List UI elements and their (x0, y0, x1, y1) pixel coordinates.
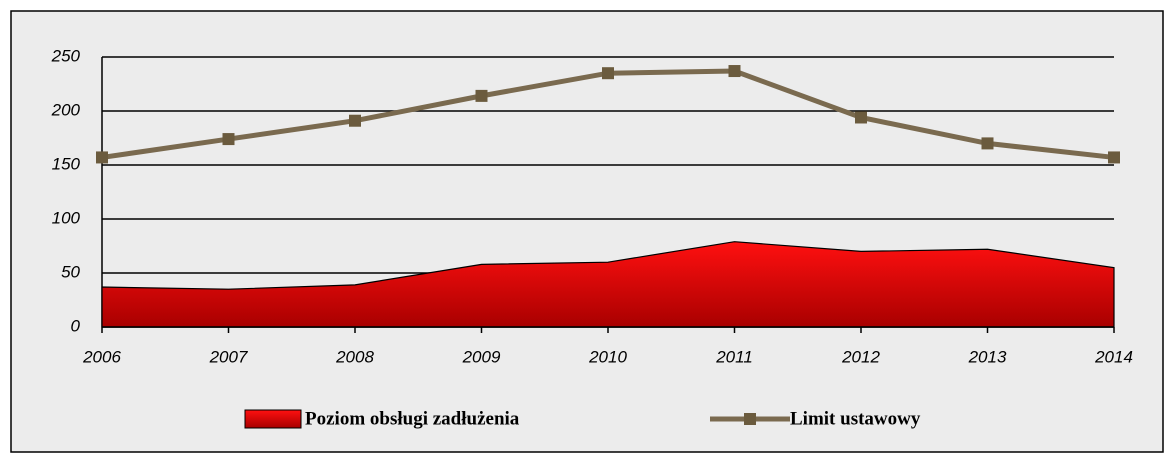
y-tick-label: 50 (61, 262, 80, 281)
marker (475, 89, 488, 102)
marker (222, 133, 235, 146)
marker (981, 137, 994, 150)
x-tick-label: 2006 (82, 347, 121, 366)
x-tick-label: 2009 (462, 347, 501, 366)
x-tick-label: 2008 (335, 347, 374, 366)
x-tick-label: 2011 (715, 347, 753, 366)
chart-frame (10, 10, 1164, 453)
x-tick-label: 2007 (209, 347, 248, 366)
legend-swatch (244, 409, 302, 429)
x-tick-label: 2012 (841, 347, 880, 366)
marker (96, 151, 108, 164)
area (101, 241, 1115, 328)
x-tick-label: 2013 (968, 347, 1007, 366)
y-tick-label: 150 (52, 154, 81, 173)
y-tick-label: 250 (51, 46, 81, 65)
marker (602, 67, 614, 80)
legend-label: Limit ustawowy (790, 408, 921, 429)
marker (1108, 151, 1120, 164)
x-tick-label: 2010 (588, 347, 627, 366)
x-tick-label: 2014 (1094, 347, 1133, 366)
marker (855, 111, 867, 124)
y-tick-label: 0 (71, 316, 81, 335)
marker (349, 114, 361, 127)
y-tick-label: 200 (51, 100, 81, 119)
legend-label: Poziom obsługi zadłużenia (305, 408, 520, 429)
legend-marker (744, 413, 756, 425)
y-tick-label: 100 (52, 208, 81, 227)
marker (728, 65, 741, 78)
